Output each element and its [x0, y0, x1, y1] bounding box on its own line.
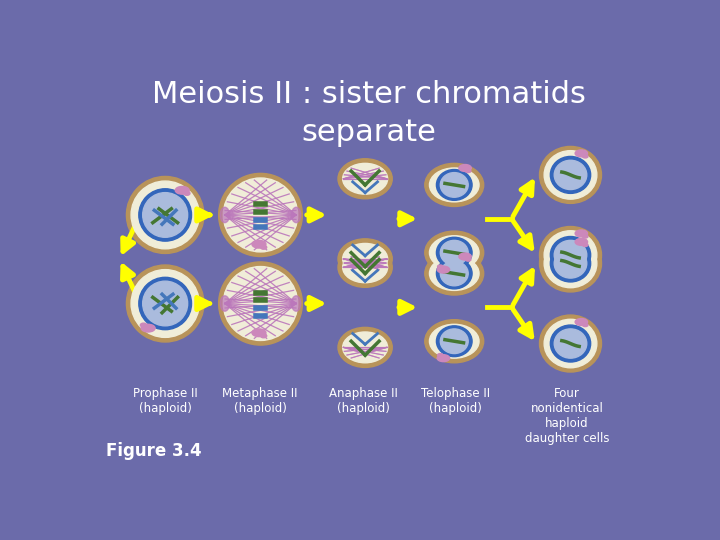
Ellipse shape — [425, 252, 484, 295]
Ellipse shape — [550, 325, 590, 362]
Ellipse shape — [436, 170, 472, 200]
Ellipse shape — [429, 236, 479, 269]
Ellipse shape — [140, 323, 147, 327]
Ellipse shape — [143, 281, 188, 326]
Ellipse shape — [338, 247, 392, 287]
Text: Meiosis II : sister chromatids: Meiosis II : sister chromatids — [152, 79, 586, 109]
Ellipse shape — [466, 170, 471, 173]
Ellipse shape — [425, 231, 484, 274]
Ellipse shape — [554, 240, 587, 269]
Ellipse shape — [141, 325, 155, 332]
Ellipse shape — [425, 320, 484, 363]
Ellipse shape — [175, 186, 189, 194]
Ellipse shape — [261, 245, 266, 249]
Ellipse shape — [292, 296, 301, 311]
Ellipse shape — [544, 231, 597, 279]
Ellipse shape — [436, 258, 472, 289]
Ellipse shape — [127, 265, 204, 342]
Ellipse shape — [429, 325, 479, 358]
Ellipse shape — [539, 235, 601, 292]
Ellipse shape — [466, 258, 471, 261]
Ellipse shape — [219, 262, 302, 345]
Ellipse shape — [343, 164, 387, 194]
Ellipse shape — [544, 151, 597, 199]
Ellipse shape — [338, 327, 392, 367]
Ellipse shape — [582, 244, 588, 247]
Text: Four
nonidentical
haploid
daughter cells: Four nonidentical haploid daughter cells — [525, 387, 609, 444]
Ellipse shape — [252, 240, 266, 248]
Text: Telophase II
(haploid): Telophase II (haploid) — [421, 387, 490, 415]
Ellipse shape — [139, 189, 192, 241]
Ellipse shape — [223, 267, 297, 340]
Ellipse shape — [220, 207, 230, 222]
Ellipse shape — [261, 334, 266, 338]
Ellipse shape — [429, 256, 479, 291]
Ellipse shape — [582, 155, 588, 158]
Ellipse shape — [437, 266, 449, 273]
Ellipse shape — [252, 329, 266, 336]
Ellipse shape — [539, 226, 601, 284]
Ellipse shape — [459, 253, 472, 260]
Text: Figure 3.4: Figure 3.4 — [106, 442, 201, 460]
Ellipse shape — [343, 244, 387, 274]
Ellipse shape — [438, 265, 443, 268]
Ellipse shape — [184, 192, 190, 195]
Ellipse shape — [539, 315, 601, 372]
Ellipse shape — [425, 164, 484, 206]
Text: Metaphase II
(haploid): Metaphase II (haploid) — [222, 387, 298, 415]
Ellipse shape — [575, 319, 588, 326]
Ellipse shape — [544, 239, 597, 288]
Ellipse shape — [292, 207, 301, 222]
Ellipse shape — [550, 245, 590, 282]
Ellipse shape — [223, 178, 297, 252]
Ellipse shape — [575, 230, 588, 237]
Ellipse shape — [459, 165, 472, 171]
Ellipse shape — [220, 296, 230, 311]
Ellipse shape — [143, 193, 188, 237]
Ellipse shape — [343, 332, 387, 363]
Ellipse shape — [338, 239, 392, 279]
Text: separate: separate — [302, 118, 436, 147]
Ellipse shape — [437, 355, 449, 362]
Ellipse shape — [343, 252, 387, 283]
Ellipse shape — [441, 173, 468, 197]
Ellipse shape — [575, 150, 588, 157]
Ellipse shape — [131, 269, 199, 338]
Ellipse shape — [436, 237, 472, 268]
Ellipse shape — [575, 239, 588, 245]
Ellipse shape — [131, 181, 199, 249]
Ellipse shape — [438, 354, 443, 356]
Ellipse shape — [441, 329, 468, 354]
Ellipse shape — [127, 177, 204, 253]
Ellipse shape — [429, 168, 479, 202]
Ellipse shape — [554, 249, 587, 278]
Ellipse shape — [554, 329, 587, 358]
Ellipse shape — [582, 235, 588, 238]
Ellipse shape — [582, 323, 588, 327]
Ellipse shape — [554, 160, 587, 190]
Ellipse shape — [219, 173, 302, 256]
Ellipse shape — [441, 240, 468, 265]
Ellipse shape — [441, 261, 468, 286]
Ellipse shape — [550, 237, 590, 273]
Text: Anaphase II
(haploid): Anaphase II (haploid) — [329, 387, 398, 415]
Ellipse shape — [539, 146, 601, 204]
Text: Prophase II
(haploid): Prophase II (haploid) — [133, 387, 198, 415]
Ellipse shape — [436, 326, 472, 356]
Ellipse shape — [544, 319, 597, 368]
Ellipse shape — [550, 157, 590, 193]
Ellipse shape — [338, 159, 392, 199]
Ellipse shape — [139, 278, 192, 330]
